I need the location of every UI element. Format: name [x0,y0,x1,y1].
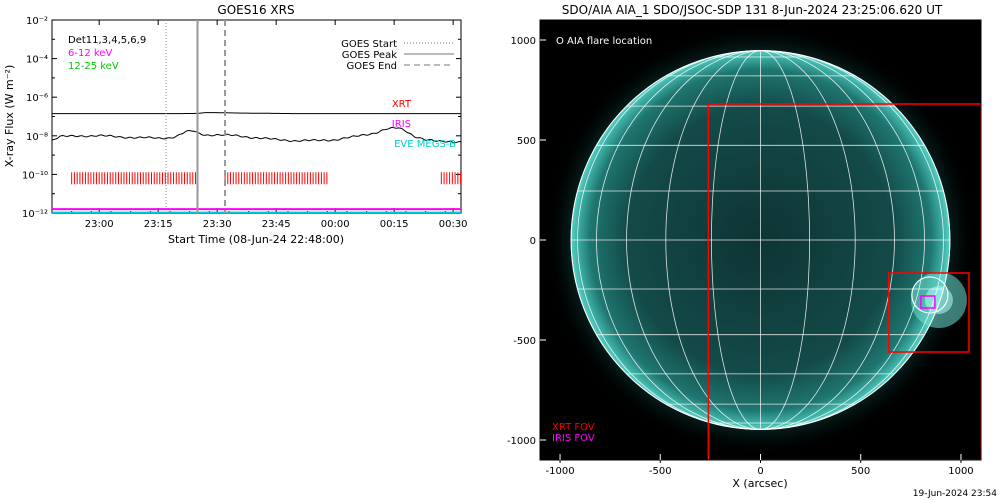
solar-limb [570,50,951,430]
active-region-core [924,286,953,314]
instrument-label: IRIS [392,119,411,130]
map-y-tick-label: 0 [530,236,536,247]
x-tick-label: 23:45 [262,219,291,230]
xrt-fov-small [888,272,970,353]
legend-left-entry: 12-25 keV [68,61,119,72]
longitude-gridline [760,50,926,430]
longitude-gridline [711,50,761,430]
x-tick-label: 00:00 [321,219,350,230]
longitude-gridline [760,50,944,430]
map-x-tick-label: 0 [757,466,763,477]
map-x-tick-label: 500 [851,466,870,477]
flare-location-marker [911,276,949,314]
legend-left-entry: Det11,3,4,5,6,9 [68,35,146,46]
x-tick-label: 00:15 [380,219,409,230]
longitude-gridline [760,50,856,430]
legend-right-entry: GOES End [347,61,397,72]
y-tick-label: 10⁻¹⁰ [22,170,48,181]
iris-fov [920,295,936,309]
series-line [52,127,461,144]
x-tick-label: 23:00 [85,219,114,230]
longitude-gridline [577,50,761,430]
longitude-gridline [595,50,761,430]
left-chart-title: GOES16 XRS [217,3,294,17]
right-chart-title: SDO/AIA AIA_1 SDO/JSOC-SDP 131 8-Jun-202… [562,3,943,17]
y-tick-label: 10⁻⁸ [26,132,48,143]
x-tick-label: 23:15 [144,219,173,230]
left-y-axis-label: X-ray Flux (W m⁻²) [3,65,16,167]
legend-right-entry: GOES Peak [342,50,397,61]
legend-left-entry: 6-12 keV [68,48,112,59]
instrument-label: XRT [392,99,412,110]
y-tick-label: 10⁻⁶ [26,93,48,104]
map-legend-fov: IRIS FOV [552,433,595,444]
xrt-fov-large [707,103,981,460]
map-y-tick-label: 500 [517,136,536,147]
map-x-tick-label: -500 [649,466,672,477]
legend-right-entry: GOES Start [341,39,397,50]
left-x-axis-label: Start Time (08-Jun-24 22:48:00) [168,233,344,246]
map-y-tick-label: -500 [513,336,536,347]
longitude-gridline [760,50,895,430]
map-x-tick-label: 1000 [948,466,973,477]
right-x-axis-label: X (arcsec) [732,477,787,490]
instrument-label: EVE MEGS-B [394,139,456,150]
footer-timestamp: 19-Jun-2024 23:54 [913,489,997,499]
y-tick-label: 10⁻² [26,16,48,27]
map-x-tick-label: -1000 [546,466,575,477]
series-line [52,112,461,115]
y-tick-label: 10⁻⁴ [26,55,48,66]
y-tick-label: 10⁻¹² [22,209,48,220]
map-legend-flare-location: O AIA flare location [556,36,652,47]
x-tick-label: 00:30 [439,219,468,230]
x-tick-label: 23:30 [203,219,232,230]
longitude-gridline [760,50,810,430]
map-y-tick-label: -1000 [507,436,536,447]
longitude-gridline [665,50,761,430]
map-y-tick-label: 1000 [511,36,536,47]
map-legend-fov: XRT FOV [552,422,595,433]
longitude-gridline [626,50,761,430]
